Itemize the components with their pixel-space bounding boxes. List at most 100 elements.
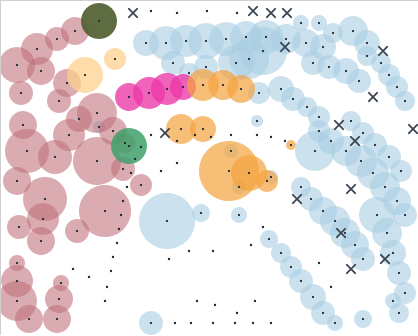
point-center-dot — [57, 297, 61, 301]
small-data-point — [249, 243, 253, 247]
point-center-dot — [21, 123, 25, 127]
point-center-dot — [179, 127, 183, 131]
point-center-dot — [15, 261, 19, 265]
small-data-point — [167, 257, 171, 261]
small-data-point — [211, 249, 215, 253]
point-center-dot — [199, 211, 203, 215]
point-center-dot — [15, 179, 19, 183]
small-data-point — [189, 321, 193, 325]
point-center-dot — [331, 31, 335, 35]
small-data-point — [173, 321, 177, 325]
small-data-point — [233, 321, 237, 325]
point-center-dot — [353, 243, 357, 247]
point-center-dot — [171, 61, 175, 65]
small-data-point — [211, 321, 215, 325]
small-data-point — [213, 303, 217, 307]
point-center-dot — [333, 219, 337, 223]
point-center-dot — [344, 149, 348, 153]
point-center-dot — [279, 87, 283, 91]
point-center-dot — [399, 169, 403, 173]
cross-marker — [377, 45, 389, 57]
point-center-dot — [357, 79, 361, 83]
point-center-dot — [321, 209, 325, 213]
point-center-dot — [234, 61, 238, 65]
point-center-dot — [317, 129, 321, 133]
point-center-dot — [59, 281, 63, 285]
point-center-dot — [391, 251, 395, 255]
point-center-dot — [55, 37, 59, 41]
small-data-point — [175, 161, 179, 165]
small-data-point — [195, 299, 199, 303]
cross-marker — [345, 183, 357, 195]
point-center-dot — [164, 41, 168, 45]
point-center-dot — [95, 111, 99, 115]
point-center-dot — [305, 105, 309, 109]
cross-marker — [333, 119, 345, 131]
small-data-point — [115, 241, 119, 245]
cross-layer — [127, 5, 418, 275]
point-center-dot — [343, 231, 347, 235]
point-center-dot — [291, 97, 295, 101]
dot-layer — [15, 9, 407, 325]
point-center-dot — [127, 144, 131, 148]
point-center-dot — [267, 237, 271, 241]
small-data-point — [255, 133, 259, 137]
cross-marker — [159, 127, 171, 139]
point-center-dot — [27, 317, 31, 321]
point-center-dot — [95, 159, 99, 163]
cross-marker — [335, 227, 347, 239]
point-center-dot — [261, 49, 265, 53]
small-data-point — [209, 135, 213, 139]
point-center-dot — [25, 149, 29, 153]
point-center-dot — [403, 291, 407, 295]
point-center-dot — [39, 239, 43, 243]
point-center-dot — [375, 213, 379, 217]
point-center-dot — [204, 65, 208, 69]
small-data-point — [129, 171, 133, 175]
point-center-dot — [139, 183, 143, 187]
small-data-point — [235, 311, 239, 315]
small-data-point — [133, 157, 137, 161]
point-center-dot — [284, 37, 288, 41]
point-center-dot — [329, 139, 333, 143]
point-center-dot — [111, 129, 115, 133]
point-center-dot — [317, 115, 321, 119]
point-center-dot — [15, 279, 19, 283]
point-center-dot — [19, 91, 23, 95]
small-data-point — [139, 145, 143, 149]
point-center-dot — [373, 143, 377, 147]
point-center-dot — [361, 257, 365, 261]
point-center-dot — [237, 213, 241, 217]
point-center-dot — [244, 35, 248, 39]
point-center-dot — [43, 197, 47, 201]
small-data-point — [87, 275, 91, 279]
point-center-dot — [289, 265, 293, 269]
point-center-dot — [65, 81, 69, 85]
point-center-dot — [265, 179, 269, 183]
point-center-dot — [165, 87, 169, 91]
point-center-dot — [73, 29, 77, 33]
point-center-dot — [361, 131, 365, 135]
cross-marker — [247, 5, 259, 17]
point-center-dot — [383, 185, 387, 189]
point-center-dot — [103, 209, 107, 213]
small-data-point — [109, 269, 113, 273]
small-data-point — [111, 255, 115, 259]
small-data-point — [235, 11, 239, 15]
cross-marker — [279, 41, 291, 53]
point-center-dot — [299, 279, 303, 283]
point-center-dot — [257, 91, 261, 95]
point-center-dot — [321, 311, 325, 315]
cross-marker — [349, 135, 361, 147]
small-data-point — [283, 139, 287, 143]
point-center-dot — [359, 159, 363, 163]
point-center-dot — [269, 175, 273, 179]
point-center-dot — [311, 61, 315, 65]
point-center-dot — [313, 149, 317, 153]
point-center-dot — [229, 149, 233, 153]
small-data-point — [125, 185, 129, 189]
point-center-dot — [299, 21, 303, 25]
small-data-point — [193, 133, 197, 137]
point-center-dot — [57, 99, 61, 103]
small-data-point — [149, 133, 153, 137]
